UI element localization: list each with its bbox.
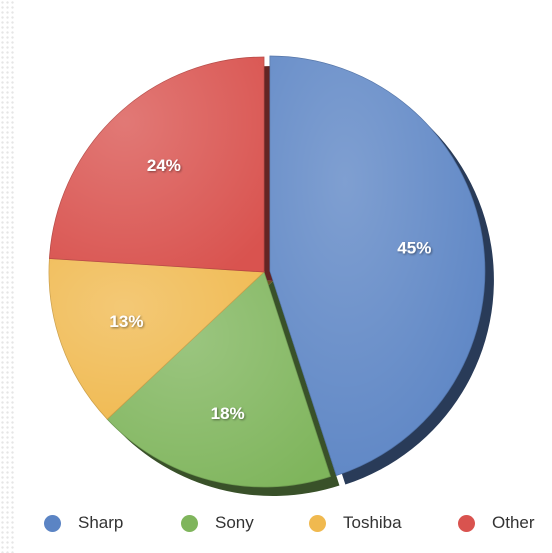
pie-label-sharp: 45% — [397, 239, 431, 258]
pie-slice-shine-toshiba — [49, 258, 264, 420]
legend-label-toshiba: Toshiba — [343, 513, 402, 532]
legend-swatch-toshiba — [309, 514, 326, 532]
legend-label-sony: Sony — [215, 513, 254, 532]
chart-legend: Sharp Sony Toshiba Other — [0, 510, 552, 540]
pie-slice-shine-sharp — [269, 56, 485, 476]
pie-slice-shine-sony — [107, 272, 331, 488]
legend-swatch-other — [458, 514, 475, 532]
legend-item-toshiba: Toshiba — [309, 510, 402, 536]
legend-label-sharp: Sharp — [78, 513, 124, 532]
pie-label-other: 24% — [147, 156, 181, 175]
pie-slice-shine-other — [49, 57, 264, 272]
page-edge — [0, 0, 14, 553]
pie-label-toshiba: 13% — [109, 312, 143, 331]
legend-item-sharp: Sharp — [44, 510, 123, 536]
legend-item-other: Other — [458, 510, 535, 536]
legend-swatch-sharp — [44, 514, 61, 532]
pie-label-sony: 18% — [211, 404, 245, 423]
legend-label-other: Other — [492, 513, 535, 532]
legend-swatch-sony — [181, 514, 198, 532]
legend-item-sony: Sony — [181, 510, 254, 536]
